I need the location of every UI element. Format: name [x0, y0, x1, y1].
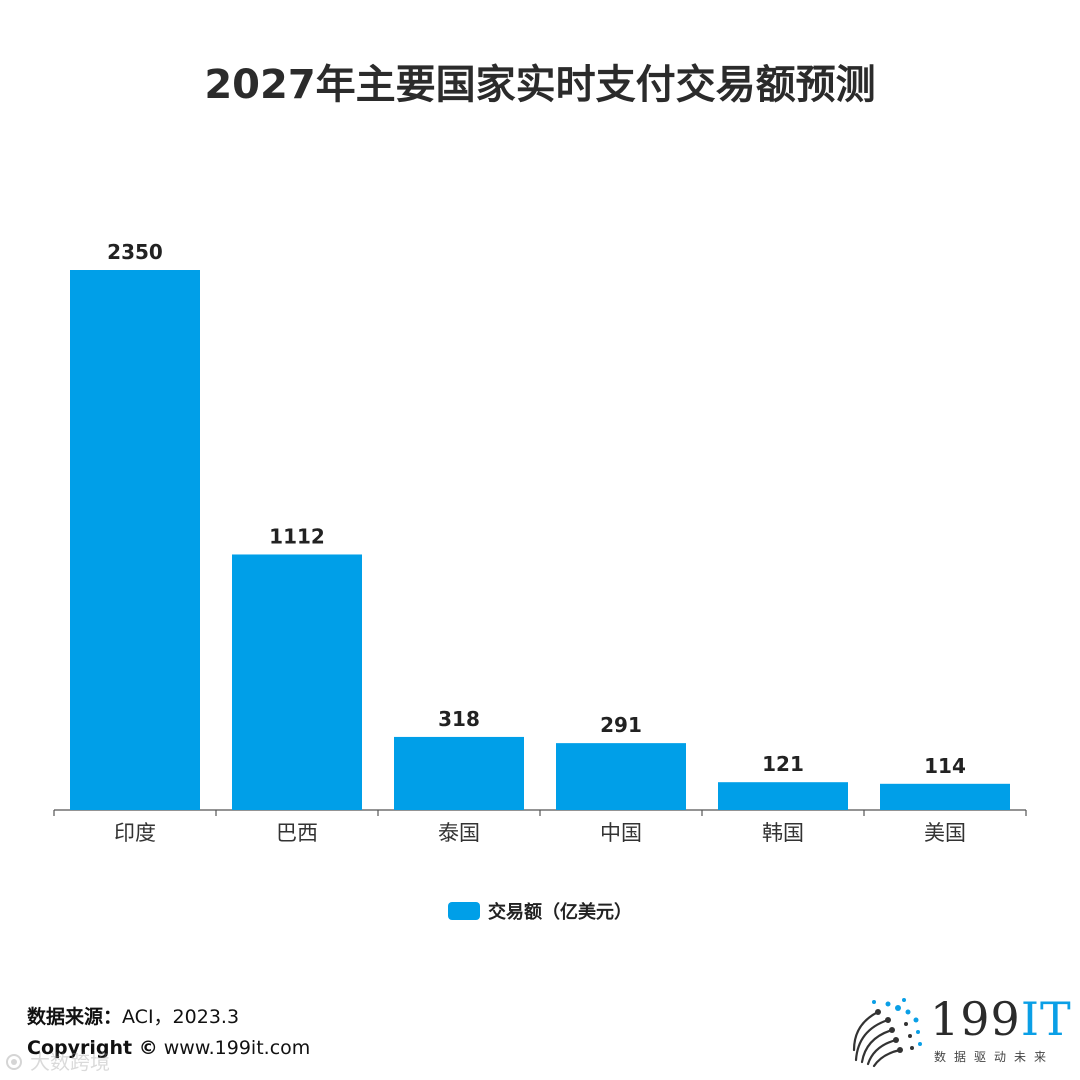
- bar-1: [232, 554, 362, 810]
- data-label-4: 121: [762, 752, 804, 776]
- watermark-text: 大数跨境: [30, 1050, 110, 1074]
- bar-3: [556, 743, 686, 810]
- category-label-1: 巴西: [276, 821, 318, 845]
- copyright-link[interactable]: www.199it.com: [157, 1037, 311, 1059]
- data-label-5: 114: [924, 754, 966, 778]
- category-label-5: 美国: [924, 821, 966, 845]
- camera-icon: [6, 1053, 22, 1070]
- category-label-2: 泰国: [438, 821, 480, 845]
- logo-tagline: 数据驱动未来: [934, 1050, 1055, 1064]
- source-value: ACI，2023.3: [122, 1006, 240, 1028]
- data-label-3: 291: [600, 713, 642, 737]
- copyright-label: Copyright ©: [27, 1037, 158, 1059]
- bar-4: [718, 782, 848, 810]
- category-label-3: 中国: [600, 821, 642, 845]
- legend-label: 交易额（亿美元）: [488, 902, 632, 923]
- bar-5: [880, 783, 1010, 810]
- bar-2: [394, 736, 524, 810]
- copyright-note: Copyright © www.199it.com: [27, 1037, 310, 1059]
- category-label-0: 印度: [114, 821, 156, 845]
- legend: 交易额（亿美元）: [0, 898, 1080, 924]
- data-label-0: 2350: [107, 240, 163, 264]
- chart-title: 2027年主要国家实时支付交易额预测: [204, 62, 876, 108]
- legend-swatch: [448, 902, 480, 920]
- logo-dots-icon: [852, 998, 922, 1068]
- data-label-1: 1112: [269, 524, 325, 548]
- logo-wordmark: 199IT: [930, 992, 1072, 1046]
- category-label-4: 韩国: [762, 821, 804, 845]
- source-note: 数据来源：ACI，2023.3: [27, 1002, 239, 1029]
- data-label-2: 318: [438, 707, 480, 731]
- brand-logo: 199IT 数据驱动未来: [848, 990, 1071, 1070]
- bar-0: [70, 270, 200, 810]
- watermark: 大数跨境: [2, 1046, 110, 1075]
- source-label: 数据来源：: [27, 1006, 123, 1028]
